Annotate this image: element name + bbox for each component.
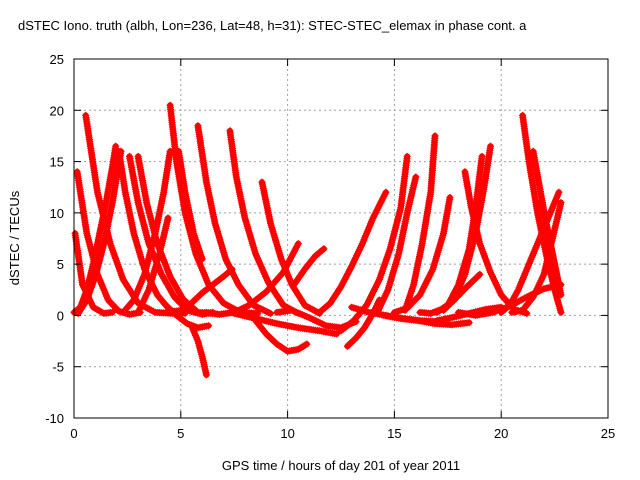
series-markers bbox=[519, 111, 565, 316]
series-markers bbox=[337, 152, 411, 335]
y-tick-label: 5 bbox=[57, 257, 64, 272]
data-series bbox=[519, 111, 565, 316]
x-tick-label: 10 bbox=[280, 426, 294, 441]
data-series bbox=[134, 152, 217, 317]
axis-ticks bbox=[73, 58, 609, 419]
series-markers bbox=[380, 311, 473, 329]
data-series bbox=[290, 245, 328, 289]
data-series bbox=[401, 132, 439, 314]
series-markers bbox=[134, 152, 217, 317]
series-markers bbox=[455, 281, 565, 319]
series-markers bbox=[134, 214, 172, 316]
data-points bbox=[70, 101, 565, 379]
series-markers bbox=[290, 245, 328, 289]
chart-title: dSTEC Iono. truth (albh, Lon=236, Lat=48… bbox=[18, 18, 527, 33]
x-tick-labels: 0 5 10 15 20 25 bbox=[70, 426, 615, 441]
data-series bbox=[71, 229, 116, 317]
data-series bbox=[316, 188, 390, 316]
data-series bbox=[188, 322, 210, 379]
data-series bbox=[536, 199, 563, 289]
x-tick-label: 15 bbox=[387, 426, 401, 441]
series-line bbox=[259, 179, 323, 317]
x-axis-label: GPS time / hours of day 201 of year 2011 bbox=[222, 458, 460, 473]
grid-lines bbox=[74, 59, 608, 418]
x-tick-label: 0 bbox=[70, 426, 77, 441]
data-series bbox=[230, 309, 341, 338]
series-markers bbox=[166, 265, 236, 316]
y-tick-labels: -10 -5 0 5 10 15 20 25 bbox=[45, 52, 64, 426]
data-series bbox=[440, 142, 494, 314]
series-markers bbox=[166, 101, 262, 317]
x-tick-label: 20 bbox=[494, 426, 508, 441]
y-tick-label: 0 bbox=[57, 308, 64, 323]
x-tick-label: 25 bbox=[601, 426, 615, 441]
series-markers bbox=[226, 127, 302, 317]
series-markers bbox=[401, 132, 439, 314]
data-series bbox=[119, 147, 174, 316]
series-markers bbox=[119, 147, 174, 316]
y-axis-label: dSTEC / TECUs bbox=[7, 190, 22, 285]
data-series bbox=[380, 311, 473, 329]
y-tick-label: 10 bbox=[50, 206, 64, 221]
data-series bbox=[337, 152, 411, 335]
series-markers bbox=[188, 322, 210, 379]
y-tick-label: 25 bbox=[50, 52, 64, 67]
data-series bbox=[373, 173, 420, 316]
y-tick-label: -5 bbox=[52, 360, 64, 375]
series-markers bbox=[316, 188, 390, 316]
y-tick-label: 15 bbox=[50, 155, 64, 170]
data-series bbox=[74, 147, 125, 317]
x-tick-label: 5 bbox=[177, 426, 184, 441]
y-tick-label: -10 bbox=[45, 411, 64, 426]
data-series bbox=[226, 127, 302, 317]
data-series bbox=[166, 265, 236, 316]
data-series bbox=[258, 178, 324, 317]
data-series bbox=[455, 281, 565, 319]
data-series bbox=[175, 147, 206, 263]
series-markers bbox=[258, 178, 324, 317]
data-series bbox=[134, 214, 172, 316]
series-markers bbox=[373, 173, 420, 316]
series-markers bbox=[230, 309, 341, 338]
series-markers bbox=[536, 199, 563, 289]
y-tick-label: 20 bbox=[50, 103, 64, 118]
series-markers bbox=[175, 147, 206, 263]
plot-frame bbox=[73, 58, 609, 419]
